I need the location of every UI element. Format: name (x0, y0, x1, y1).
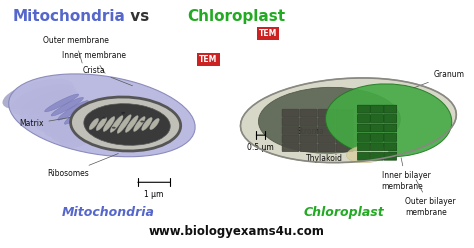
Ellipse shape (84, 104, 170, 145)
FancyBboxPatch shape (384, 133, 397, 141)
FancyBboxPatch shape (300, 118, 317, 126)
Text: Mitochondria: Mitochondria (13, 9, 126, 24)
FancyBboxPatch shape (300, 144, 317, 152)
Ellipse shape (140, 121, 144, 123)
FancyBboxPatch shape (371, 105, 383, 113)
Ellipse shape (11, 84, 76, 115)
FancyBboxPatch shape (318, 109, 335, 117)
Ellipse shape (258, 87, 401, 153)
Ellipse shape (71, 107, 98, 128)
Ellipse shape (142, 118, 152, 130)
FancyBboxPatch shape (300, 135, 317, 143)
Ellipse shape (58, 117, 98, 148)
Ellipse shape (326, 84, 452, 157)
Text: Mitochondria: Mitochondria (62, 207, 155, 219)
Ellipse shape (78, 111, 102, 132)
Ellipse shape (134, 117, 145, 131)
Text: Chloroplast: Chloroplast (303, 207, 384, 219)
Ellipse shape (150, 118, 159, 130)
Ellipse shape (45, 94, 79, 112)
FancyBboxPatch shape (336, 144, 353, 152)
Text: Inner membrane: Inner membrane (62, 51, 126, 73)
FancyBboxPatch shape (384, 152, 397, 160)
Ellipse shape (9, 74, 195, 157)
FancyBboxPatch shape (357, 133, 370, 141)
Ellipse shape (51, 97, 83, 116)
Ellipse shape (121, 112, 125, 114)
Text: 1 μm: 1 μm (145, 190, 164, 199)
Text: Matrix: Matrix (19, 116, 80, 128)
FancyBboxPatch shape (371, 143, 383, 151)
FancyBboxPatch shape (300, 126, 317, 134)
FancyBboxPatch shape (384, 143, 397, 151)
FancyBboxPatch shape (336, 126, 353, 134)
Text: Chloroplast: Chloroplast (187, 9, 285, 24)
Text: 0.5 μm: 0.5 μm (247, 143, 274, 152)
FancyBboxPatch shape (336, 109, 353, 117)
Ellipse shape (51, 111, 93, 143)
FancyBboxPatch shape (282, 126, 299, 134)
Text: Thylakoid: Thylakoid (306, 143, 346, 163)
FancyBboxPatch shape (371, 115, 383, 123)
Ellipse shape (64, 104, 93, 124)
Ellipse shape (19, 89, 80, 121)
Ellipse shape (102, 117, 106, 119)
Text: www.biologyexams4u.com: www.biologyexams4u.com (149, 225, 325, 238)
Text: vs: vs (125, 9, 155, 24)
Text: Crista: Crista (83, 66, 133, 86)
FancyBboxPatch shape (318, 118, 335, 126)
Ellipse shape (110, 116, 123, 132)
Text: Inner bilayer
membrane: Inner bilayer membrane (382, 158, 430, 191)
FancyBboxPatch shape (357, 105, 370, 113)
Ellipse shape (117, 115, 131, 133)
Text: Outer bilayer
membrane: Outer bilayer membrane (405, 180, 456, 217)
FancyBboxPatch shape (318, 126, 335, 134)
FancyBboxPatch shape (357, 152, 370, 160)
FancyBboxPatch shape (282, 118, 299, 126)
FancyBboxPatch shape (371, 133, 383, 141)
Text: TEM: TEM (259, 29, 277, 38)
FancyBboxPatch shape (318, 135, 335, 143)
FancyBboxPatch shape (282, 135, 299, 143)
Ellipse shape (43, 106, 90, 137)
Text: Granum: Granum (412, 70, 465, 88)
FancyBboxPatch shape (384, 115, 397, 123)
Ellipse shape (112, 127, 116, 129)
Ellipse shape (240, 78, 456, 163)
Ellipse shape (96, 118, 107, 130)
Ellipse shape (58, 101, 88, 120)
Ellipse shape (346, 145, 388, 163)
Ellipse shape (27, 95, 82, 126)
Ellipse shape (89, 118, 99, 130)
FancyBboxPatch shape (282, 109, 299, 117)
Ellipse shape (71, 97, 181, 151)
Text: TEM: TEM (200, 55, 218, 64)
Ellipse shape (84, 114, 107, 136)
Text: Outer membrane: Outer membrane (43, 36, 109, 63)
Text: Stroma: Stroma (296, 120, 324, 136)
FancyBboxPatch shape (357, 115, 370, 123)
FancyBboxPatch shape (357, 143, 370, 151)
Ellipse shape (3, 79, 73, 109)
FancyBboxPatch shape (282, 144, 299, 152)
FancyBboxPatch shape (371, 124, 383, 132)
Ellipse shape (103, 117, 115, 131)
FancyBboxPatch shape (300, 109, 317, 117)
Text: Ribosomes: Ribosomes (47, 154, 118, 178)
FancyBboxPatch shape (384, 124, 397, 132)
FancyBboxPatch shape (336, 135, 353, 143)
FancyBboxPatch shape (357, 124, 370, 132)
FancyBboxPatch shape (371, 152, 383, 160)
FancyBboxPatch shape (384, 105, 397, 113)
FancyBboxPatch shape (318, 144, 335, 152)
FancyBboxPatch shape (336, 118, 353, 126)
Ellipse shape (35, 100, 86, 132)
Ellipse shape (125, 116, 138, 132)
